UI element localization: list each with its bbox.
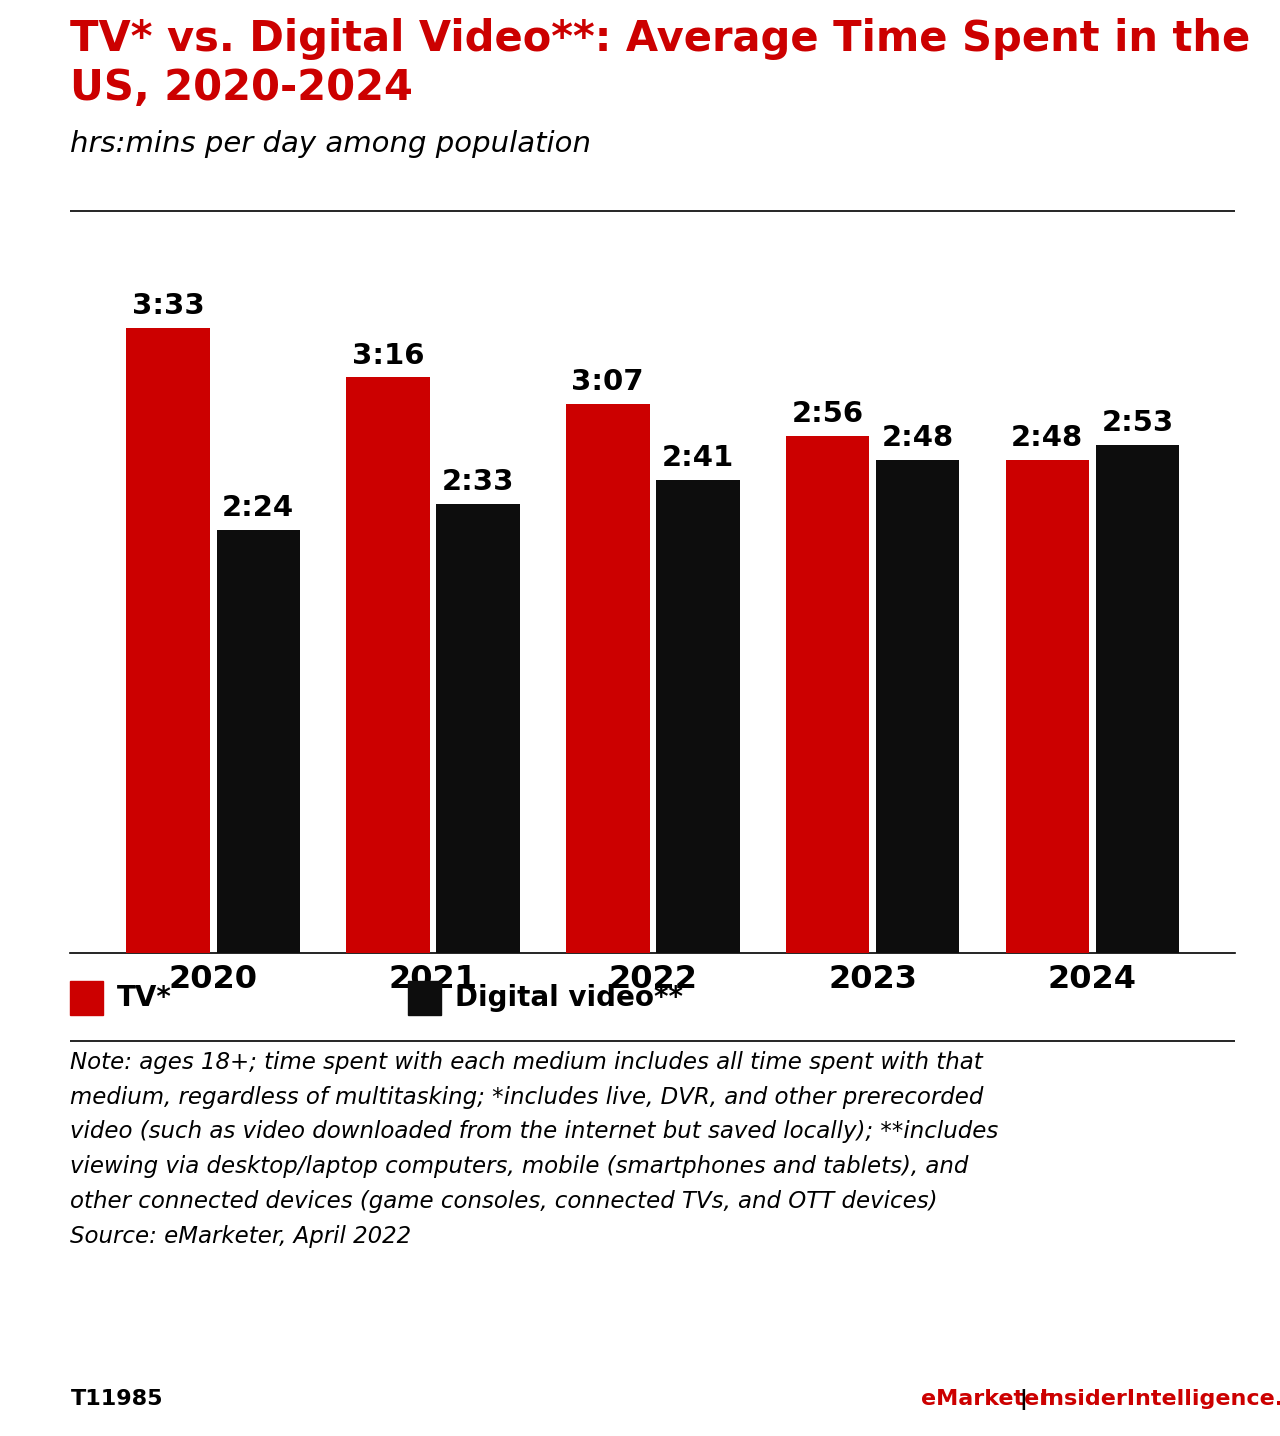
- Bar: [1006, 460, 1089, 954]
- Bar: [566, 404, 649, 954]
- Bar: [657, 480, 740, 954]
- Text: 2:53: 2:53: [1101, 409, 1174, 437]
- Text: Digital video**: Digital video**: [454, 984, 682, 1012]
- Text: 2:48: 2:48: [1011, 424, 1083, 452]
- Text: TV* vs. Digital Video**: Average Time Spent in the
US, 2020-2024: TV* vs. Digital Video**: Average Time Sp…: [70, 19, 1251, 109]
- Text: 3:16: 3:16: [352, 342, 424, 369]
- Text: 2:24: 2:24: [223, 494, 294, 523]
- Bar: [436, 504, 520, 954]
- Bar: [346, 378, 430, 954]
- Text: eMarketer: eMarketer: [920, 1389, 1050, 1409]
- Text: 2:56: 2:56: [791, 401, 864, 428]
- Text: Note: ages 18+; time spent with each medium includes all time spent with that
me: Note: ages 18+; time spent with each med…: [70, 1051, 998, 1248]
- Text: 2:33: 2:33: [442, 468, 515, 495]
- Bar: [876, 460, 960, 954]
- Text: hrs:mins per day among population: hrs:mins per day among population: [70, 131, 591, 158]
- Text: 2:41: 2:41: [662, 444, 733, 472]
- Text: InsiderIntelligence.com: InsiderIntelligence.com: [1039, 1389, 1280, 1409]
- Bar: [408, 981, 440, 1015]
- Text: |: |: [1011, 1389, 1036, 1410]
- Text: 2:48: 2:48: [882, 424, 954, 452]
- Bar: [70, 981, 102, 1015]
- Text: 3:07: 3:07: [571, 368, 644, 396]
- Bar: [216, 530, 300, 954]
- Bar: [1096, 445, 1179, 954]
- Bar: [786, 437, 869, 954]
- Bar: [127, 327, 210, 954]
- Text: TV*: TV*: [116, 984, 172, 1012]
- Text: T11985: T11985: [70, 1389, 163, 1409]
- Text: 3:33: 3:33: [132, 292, 205, 320]
